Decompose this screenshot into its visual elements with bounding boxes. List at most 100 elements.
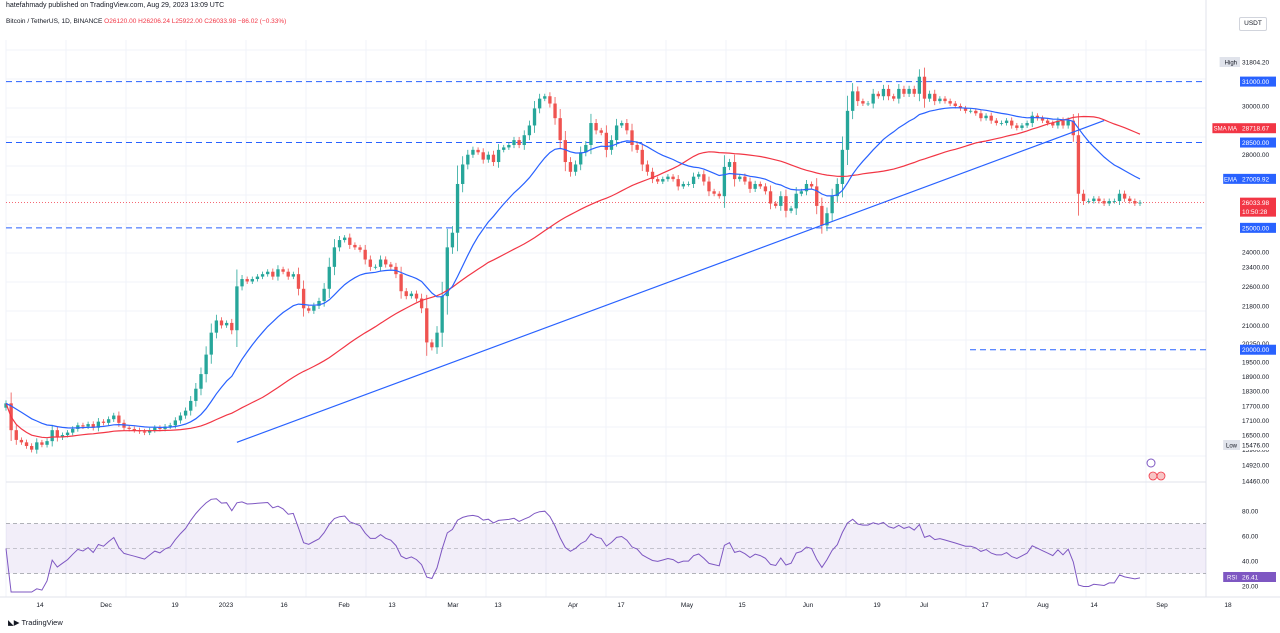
candle <box>697 171 701 180</box>
candle <box>291 271 296 280</box>
tag-value-bg <box>1240 57 1276 67</box>
candle-body <box>835 183 839 197</box>
candle-body <box>763 186 768 192</box>
price-tick: 18900.00 <box>1242 374 1269 381</box>
candle <box>476 147 480 155</box>
candle <box>276 265 280 281</box>
candle <box>368 255 372 271</box>
candle <box>537 93 542 114</box>
candle <box>840 136 845 198</box>
price-tag: 26033.98 <box>1240 197 1276 208</box>
candle <box>286 268 290 280</box>
rsi-tick: 80.00 <box>1242 509 1259 516</box>
symbol-info[interactable]: Bitcoin / TetherUS, 1D, BINANCE O26120.0… <box>6 18 286 25</box>
tag-value-bg <box>1240 197 1276 208</box>
candle <box>204 346 208 383</box>
candle <box>132 426 136 433</box>
candle-body <box>1061 120 1065 126</box>
candle-body <box>825 213 829 226</box>
price-tag: SMA MA 28718.67 <box>1212 123 1276 134</box>
candle-body <box>1066 120 1070 126</box>
candle-body <box>517 140 521 145</box>
price-tick: 17100.00 <box>1242 418 1269 425</box>
candle <box>779 191 783 211</box>
candle-body <box>414 293 419 299</box>
event-icons <box>1146 458 1166 481</box>
candle <box>774 200 778 209</box>
candle-body <box>266 271 270 275</box>
candle-body <box>373 266 378 268</box>
candle <box>1030 111 1034 128</box>
price-tag: 28500.00 <box>1240 137 1276 148</box>
candle-body <box>707 181 711 192</box>
price-tick: 16500.00 <box>1242 433 1269 440</box>
candle <box>512 136 516 149</box>
candle-body <box>19 439 24 443</box>
candle <box>861 98 865 107</box>
candle-body <box>856 91 860 102</box>
candle-body <box>543 96 547 99</box>
candle <box>620 120 624 128</box>
candle <box>24 439 29 449</box>
candle-body <box>979 113 983 119</box>
candle <box>902 85 906 97</box>
currency-button[interactable]: USDT <box>1239 17 1267 31</box>
candle <box>435 326 439 354</box>
candle <box>886 84 891 101</box>
candle-body <box>183 410 188 416</box>
time-tick: Apr <box>568 602 579 609</box>
candle-body <box>1020 125 1024 128</box>
tag-value: 28500.00 <box>1242 140 1269 147</box>
tag-value-bg <box>1240 173 1276 184</box>
candle-body <box>435 332 439 348</box>
candle-body <box>76 425 80 429</box>
candle <box>922 67 927 108</box>
tag-value: 26033.98 <box>1242 200 1269 207</box>
candle <box>645 160 650 176</box>
candle <box>486 151 491 163</box>
candle-body <box>712 191 716 194</box>
candle-body <box>148 430 152 433</box>
candle-body <box>481 152 485 160</box>
candle <box>266 269 270 277</box>
time-axis[interactable]: 14 Dec 19 2023 16 Feb 13 Mar 13 Apr 17 May 15 Jun 19 Ju… <box>36 602 1232 609</box>
candle <box>353 242 357 250</box>
candle <box>938 96 942 104</box>
candle <box>1020 122 1024 131</box>
candle <box>876 91 880 99</box>
candle <box>1010 117 1014 129</box>
candle-body <box>194 388 198 401</box>
candle <box>271 268 275 280</box>
candle <box>142 428 147 436</box>
candle <box>825 207 829 232</box>
candle-body <box>419 298 424 309</box>
tradingview-logo[interactable]: ◣▶ TradingView <box>8 618 63 627</box>
candle-body <box>1010 120 1014 126</box>
candle <box>301 280 306 317</box>
candle <box>650 167 655 184</box>
candle <box>312 302 316 314</box>
symbol-name[interactable]: Bitcoin / TetherUS, 1D, BINANCE <box>6 18 103 25</box>
candle <box>1040 115 1045 124</box>
candle <box>974 108 978 116</box>
candle-body <box>748 181 752 189</box>
sma-line <box>5 115 1141 439</box>
candle-body <box>609 140 614 150</box>
time-tick: Dec <box>100 602 112 609</box>
candle-body <box>789 208 793 211</box>
candle-body <box>691 176 696 184</box>
candle <box>466 149 470 170</box>
candle <box>568 157 573 177</box>
candle <box>522 130 526 150</box>
candle-body <box>214 320 219 333</box>
candle <box>389 261 393 270</box>
candle <box>912 85 916 97</box>
candle <box>999 120 1004 126</box>
candle-body <box>614 125 619 141</box>
candle-body <box>358 247 362 250</box>
tag-label: RSI <box>1227 576 1237 582</box>
candle-body <box>727 162 732 167</box>
tag-value-bg <box>1240 206 1276 217</box>
candle <box>892 93 896 102</box>
